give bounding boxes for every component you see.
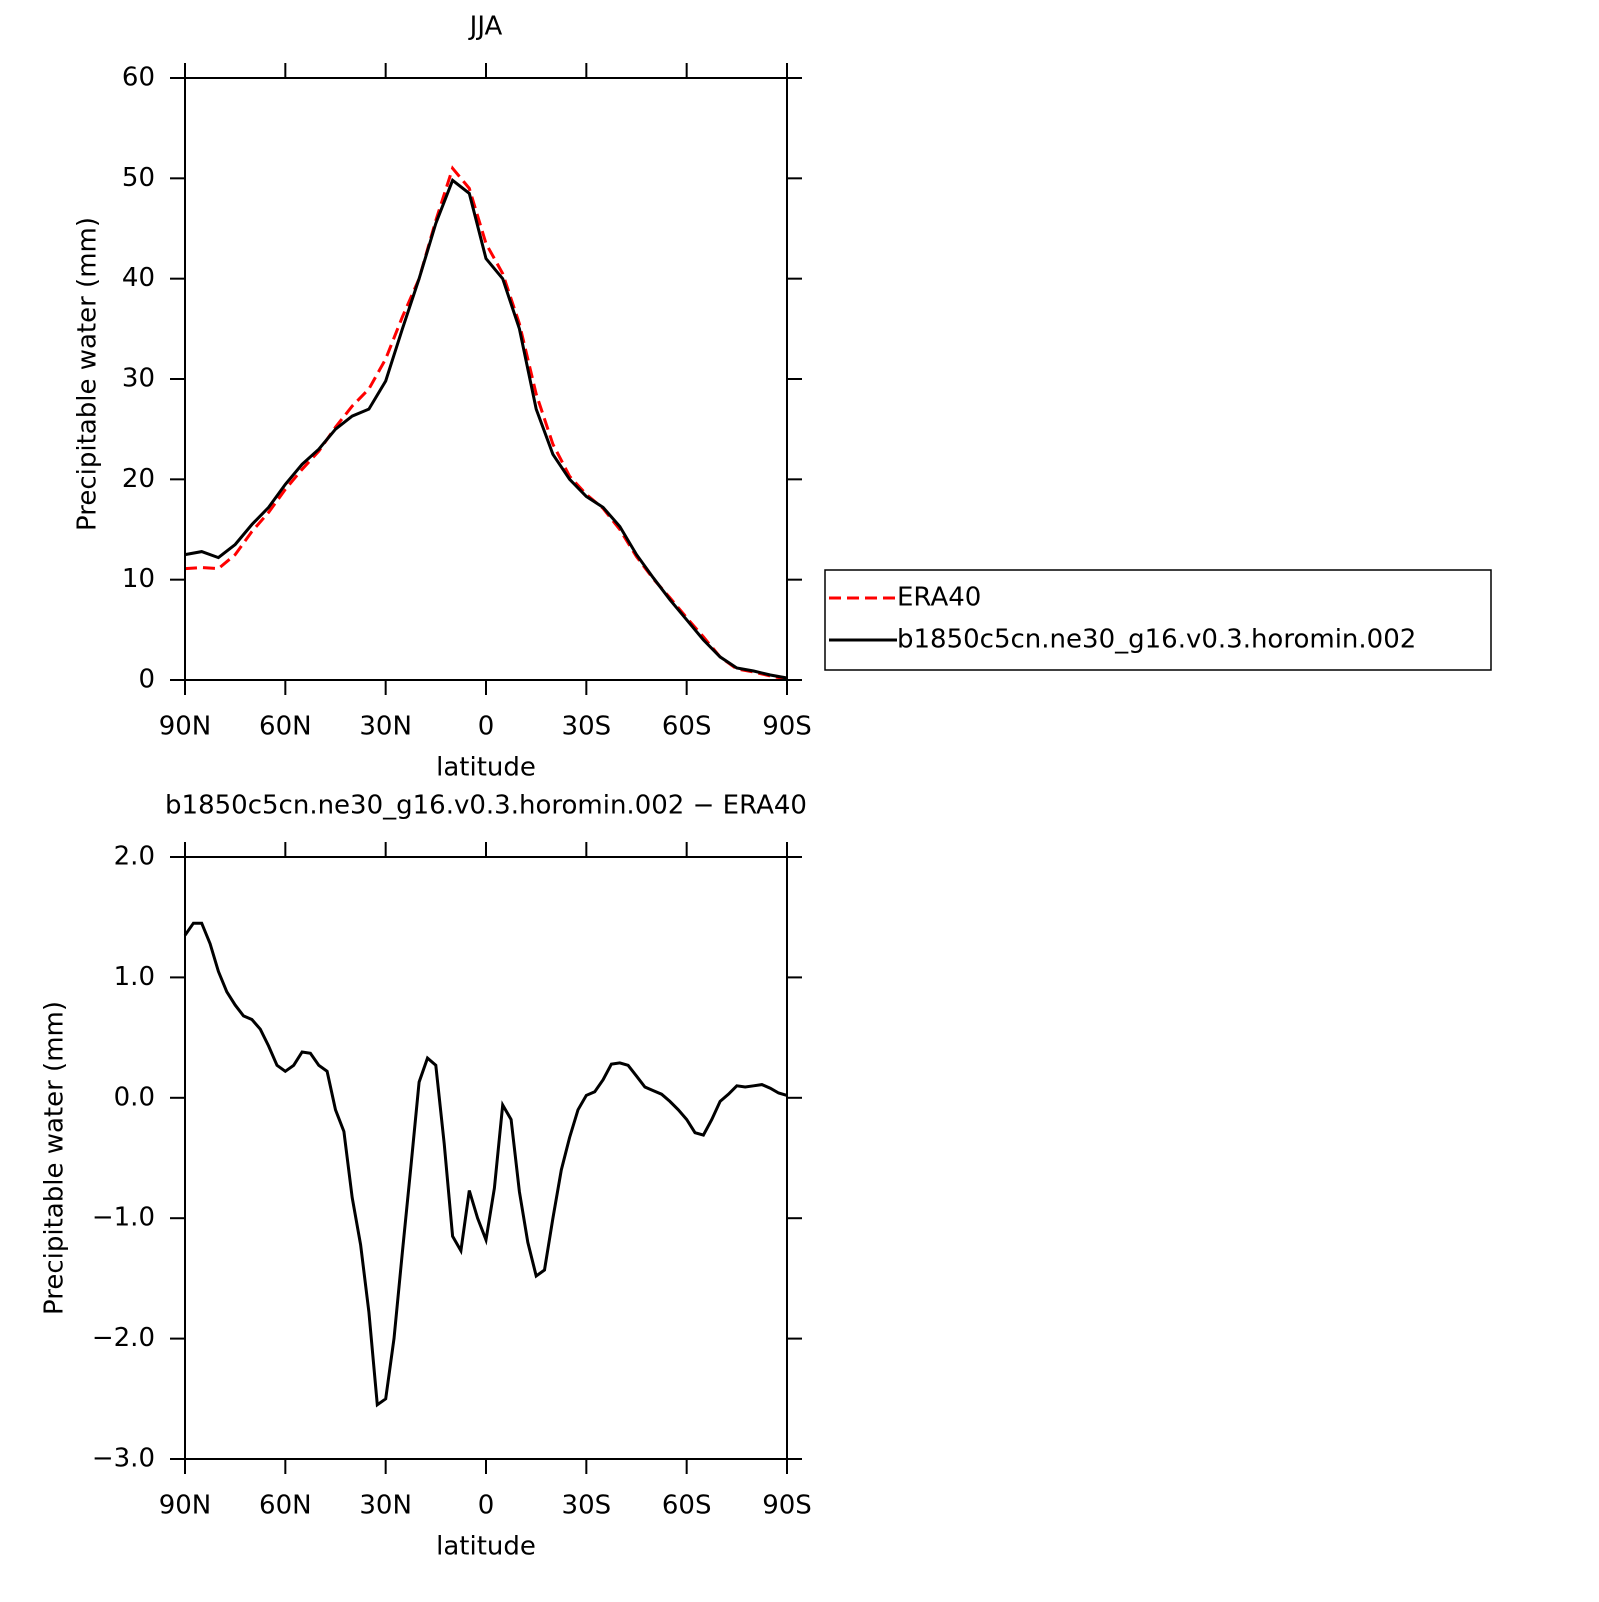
y-axis-label: Precipitable water (mm): [73, 217, 103, 531]
y-tick-label: 1.0: [114, 962, 155, 992]
x-tick-label: 30S: [562, 712, 612, 742]
chart-title: JJA: [468, 12, 503, 42]
chart-title: b1850c5cn.ne30_g16.v0.3.horomin.002 − ER…: [165, 791, 807, 821]
x-tick-label: 60S: [662, 1491, 712, 1521]
y-tick-label: 0: [138, 665, 155, 695]
y-tick-label: −2.0: [92, 1323, 155, 1353]
line-series: [183, 921, 788, 1408]
x-tick-label: 30N: [359, 712, 412, 742]
plot-frame: [184, 77, 788, 681]
y-tick-label: −3.0: [92, 1444, 155, 1474]
x-tick-label: 60S: [662, 712, 712, 742]
legend-label: ERA40: [897, 583, 981, 613]
y-axis-label: Precipitable water (mm): [40, 1001, 70, 1315]
y-tick-label: 60: [122, 63, 155, 93]
x-tick-label: 90N: [159, 1491, 212, 1521]
x-axis-label: latitude: [436, 753, 536, 783]
x-tick-label: 90S: [762, 1491, 812, 1521]
legend-box: [824, 569, 1492, 671]
x-tick-label: 0: [478, 1491, 495, 1521]
x-tick-label: 30S: [562, 1491, 612, 1521]
y-tick-label: 10: [122, 564, 155, 594]
y-tick-label: 50: [122, 163, 155, 193]
y-tick-label: 0.0: [114, 1082, 155, 1112]
y-tick-label: 2.0: [114, 842, 155, 872]
y-tick-label: 40: [122, 263, 155, 293]
x-tick-label: 60N: [259, 1491, 312, 1521]
line-series: [184, 165, 788, 681]
y-tick-label: 20: [122, 464, 155, 494]
y-tick-label: 30: [122, 364, 155, 394]
legend-label: b1850c5cn.ne30_g16.v0.3.horomin.002: [897, 625, 1416, 655]
line-series: [184, 177, 788, 680]
y-tick-label: −1.0: [92, 1203, 155, 1233]
plot-frame: [184, 856, 788, 1460]
x-tick-label: 90N: [159, 712, 212, 742]
x-tick-label: 90S: [762, 712, 812, 742]
x-axis-label: latitude: [436, 1532, 536, 1562]
x-tick-label: 30N: [359, 1491, 412, 1521]
x-tick-label: 0: [478, 712, 495, 742]
x-tick-label: 60N: [259, 712, 312, 742]
